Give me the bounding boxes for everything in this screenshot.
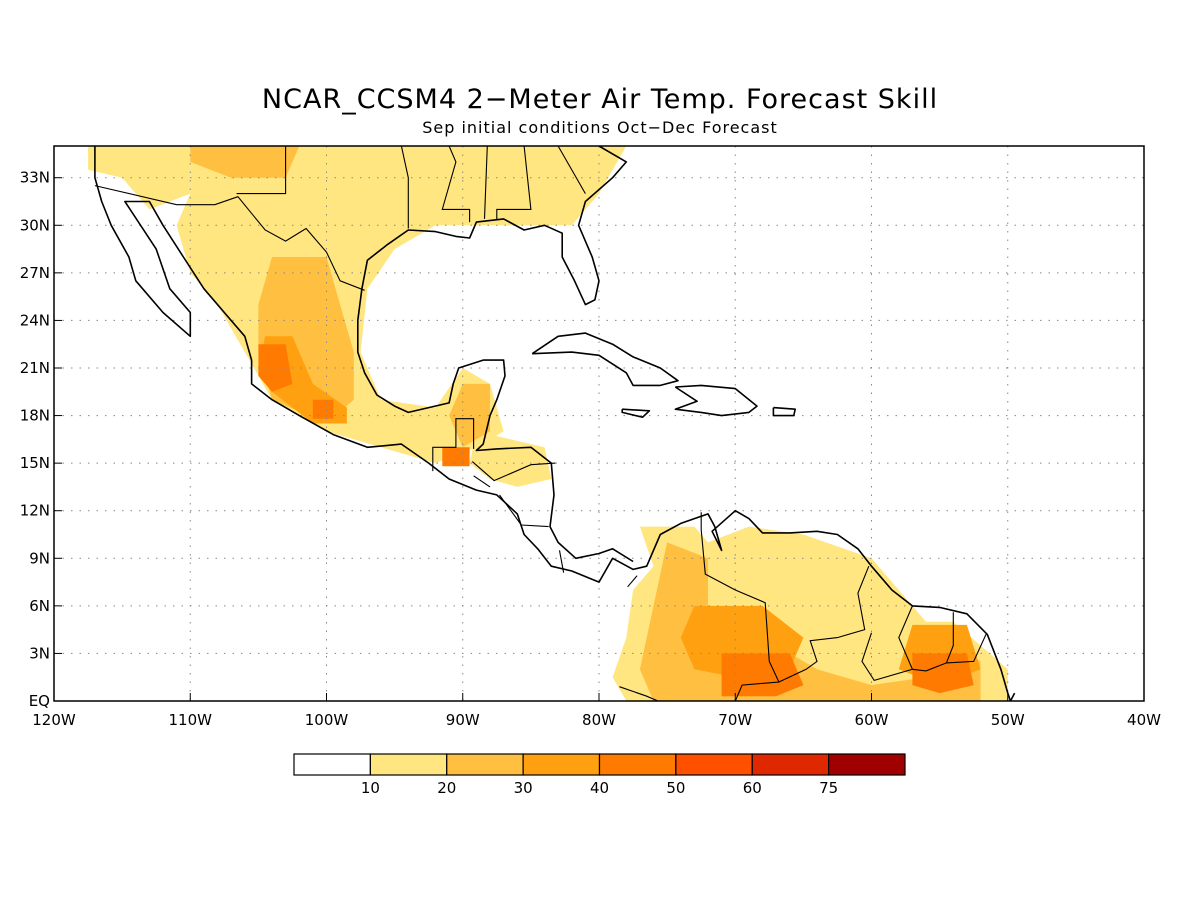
colorbar-label: 40 [590,779,609,797]
colorbar-label: 60 [743,779,762,797]
border-line-11 [499,494,549,528]
lon-tick-label: 120W [32,711,76,729]
colorbar-swatch-5 [598,753,677,776]
border-line-2 [236,146,287,195]
skill-region-7 [449,383,490,448]
lat-tick-label: 24N [20,311,50,329]
border-line-10 [471,461,556,482]
lon-tick-label: 100W [305,711,349,729]
colorbar-swatch-4 [522,753,601,776]
lon-tick-label: 90W [446,711,480,729]
border-line-16 [861,605,914,682]
lat-tick-label: 9N [29,549,50,567]
colorbar-swatch-7 [751,753,830,776]
lon-tick-label: 50W [991,711,1025,729]
coastlines [94,146,1016,701]
border-line-8 [432,418,475,472]
colorbar-swatch-1 [293,753,371,776]
colorbar-swatch-2 [369,753,448,776]
border-line-12 [558,550,565,573]
border-line-14 [700,512,780,701]
skill-region-13 [312,399,334,419]
colorbar-swatch-8 [828,753,906,776]
skill-region-16 [912,653,974,694]
border-line-3 [400,146,409,229]
colorbar: 10 20 30 40 50 60 75 [293,753,906,797]
cuba-coast [531,332,679,387]
lat-tick-label: 27N [20,264,50,282]
lon-tick-label: 70W [718,711,752,729]
gulf-coast [356,146,634,563]
chart-title: NCAR_CCSM4 2−Meter Air Temp. Forecast Sk… [261,84,939,115]
lon-axis: 120W 110W 100W 90W 80W 70W 60W 50W 40W [32,693,1161,729]
lat-tick-label: 6N [29,597,50,615]
border-line-15 [778,565,870,683]
lat-tick-label: 21N [20,359,50,377]
lat-tick-label: 30N [20,216,50,234]
border-line-9 [473,475,491,488]
skill-region-15 [721,653,804,697]
border-line-6 [496,146,532,221]
lat-axis: 33N 30N 27N 24N 21N 18N 15N 12N 9N 6N 3N EQ [20,169,62,710]
lat-tick-label: EQ [29,692,50,710]
jamaica-coast [621,408,651,419]
lat-tick-label: 18N [20,407,50,425]
skill-shading [88,146,1008,701]
border-line-17 [945,612,954,664]
amazon-coast [1009,692,1016,701]
lon-tick-label: 40W [1127,711,1161,729]
colorbar-swatch-6 [675,753,753,776]
border-line-7 [557,146,586,194]
border-line-18 [912,634,987,672]
colorbar-label: 10 [361,779,380,797]
hispaniola-coast [674,384,758,417]
colorbar-swatch-3 [446,753,524,776]
lat-tick-label: 3N [29,644,50,662]
border-line-1 [94,185,365,291]
border-line-13 [627,575,638,588]
colorbar-label: 50 [666,779,685,797]
chart-subtitle: Sep initial conditions Oct−Dec Forecast [422,118,778,137]
lat-tick-label: 15N [20,454,50,472]
border-line-5 [483,146,488,219]
border-line-4 [441,146,471,223]
skill-region-3 [469,431,552,487]
skill-region-5 [190,146,300,178]
lon-tick-label: 60W [855,711,889,729]
colorbar-label: 20 [437,779,456,797]
lon-tick-label: 110W [169,711,213,729]
lon-tick-label: 80W [582,711,616,729]
lat-tick-label: 12N [20,502,50,520]
puerto-rico-coast [772,406,797,417]
graticule [54,146,1144,701]
lat-tick-label: 33N [20,169,50,187]
colorbar-label: 75 [819,779,838,797]
colorbar-label: 30 [514,779,533,797]
